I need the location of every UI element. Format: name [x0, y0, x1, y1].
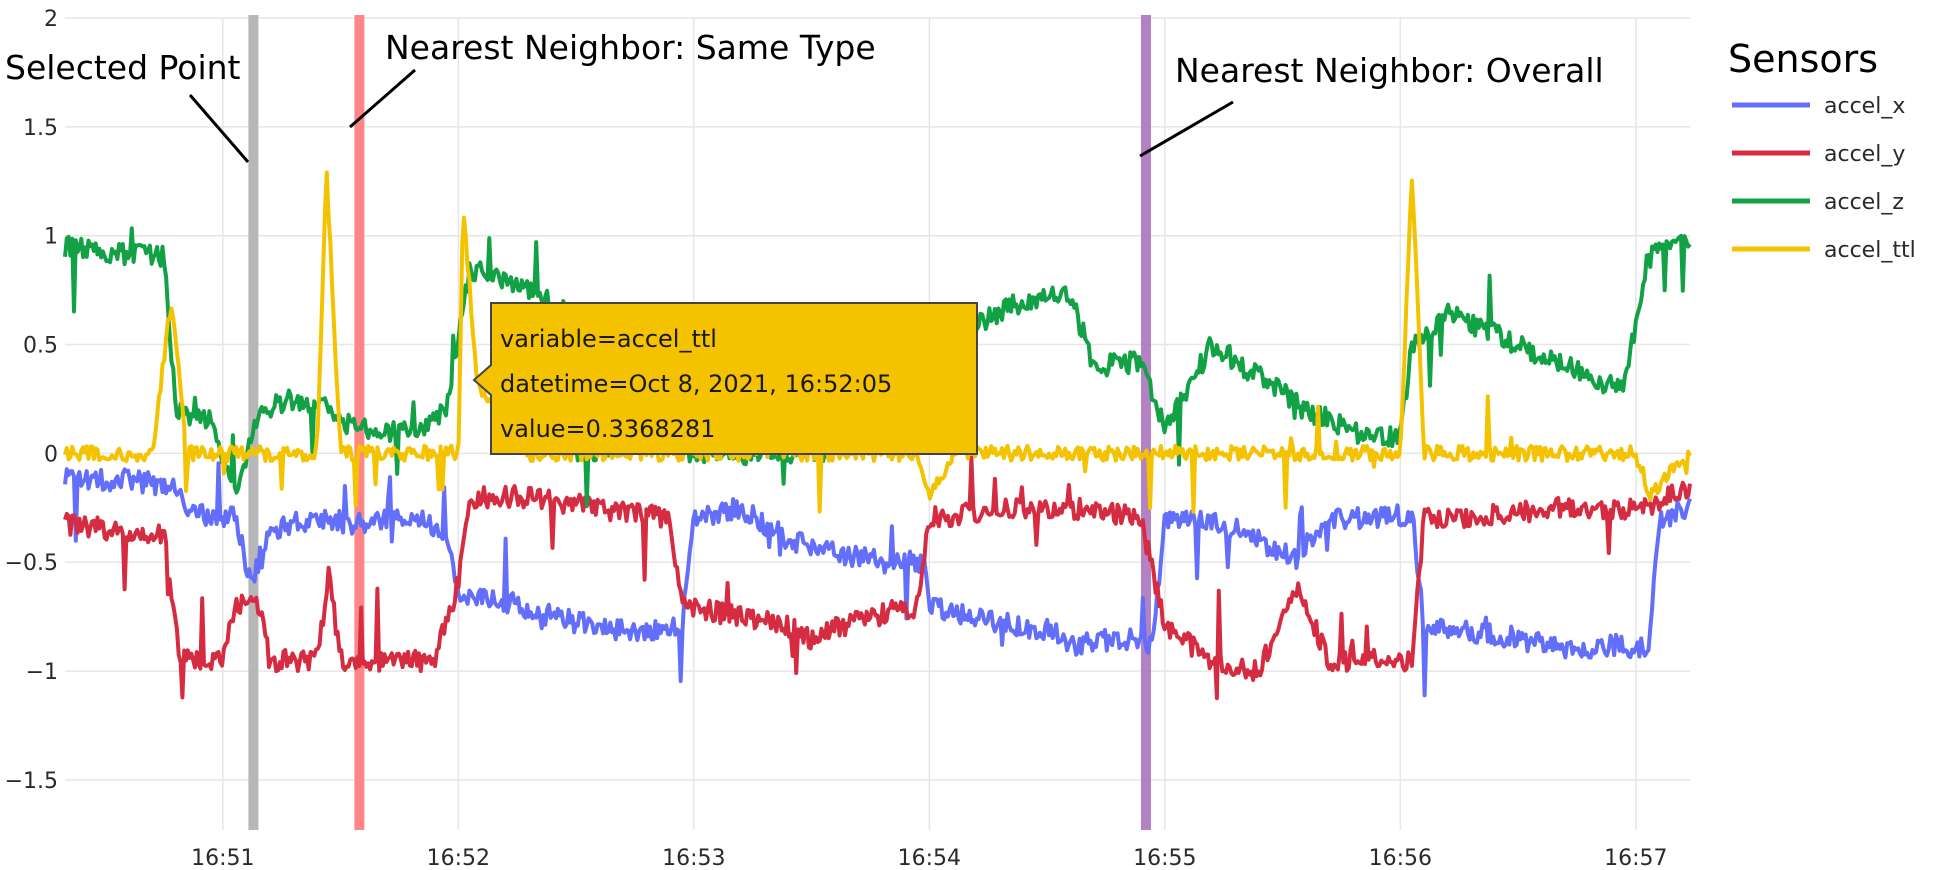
series-line-accel_y — [63, 455, 1692, 701]
legend-label-accel_z: accel_z — [1824, 190, 1904, 215]
y-axis-ticks: 2 1.5 1 0.5 0 −0.5 −1 −1.5 — [5, 7, 58, 794]
y-tick-label: −1 — [26, 660, 58, 685]
y-tick-label: 1.5 — [23, 116, 58, 141]
y-tick-label: 0.5 — [23, 334, 58, 359]
highlight-band — [1140, 15, 1151, 830]
highlight-band — [354, 15, 365, 830]
annotation-arrow — [1139, 100, 1234, 158]
y-tick-label: −1.5 — [5, 769, 58, 794]
x-tick-label: 16:53 — [662, 846, 725, 870]
y-tick-label: 1 — [44, 225, 58, 250]
legend: Sensors accel_x accel_y accel_z accel_ttl — [1728, 37, 1916, 263]
annotation-label: Nearest Neighbor: Overall — [1175, 51, 1604, 90]
tooltip-line: variable=accel_ttl — [500, 325, 717, 353]
annotation-label: Selected Point — [5, 48, 241, 87]
annotation-arrow — [188, 94, 250, 163]
x-axis-ticks: 16:51 16:52 16:53 16:54 16:55 16:56 16:57 — [191, 846, 1667, 870]
annotation-label: Nearest Neighbor: Same Type — [385, 28, 876, 67]
legend-label-accel_x: accel_x — [1824, 94, 1905, 119]
annotations: Selected Point Nearest Neighbor: Same Typ… — [5, 28, 1604, 163]
x-tick-label: 16:57 — [1604, 846, 1667, 870]
hover-tooltip: variable=accel_ttl datetime=Oct 8, 2021, … — [472, 302, 978, 455]
x-tick-label: 16:55 — [1133, 846, 1196, 870]
y-tick-label: −0.5 — [5, 551, 58, 576]
legend-title: Sensors — [1728, 37, 1878, 81]
annotation-arrow — [349, 68, 416, 129]
tooltip-box — [472, 302, 978, 455]
x-tick-label: 16:54 — [898, 846, 961, 870]
y-tick-label: 2 — [44, 7, 58, 32]
y-tick-label: 0 — [44, 442, 58, 467]
tooltip-line: value=0.3368281 — [500, 415, 715, 443]
x-tick-label: 16:52 — [427, 846, 490, 870]
x-tick-label: 16:51 — [191, 846, 254, 870]
legend-label-accel_y: accel_y — [1824, 142, 1905, 167]
legend-label-accel_ttl: accel_ttl — [1824, 238, 1916, 263]
tooltip-line: datetime=Oct 8, 2021, 16:52:05 — [500, 370, 892, 398]
x-tick-label: 16:56 — [1369, 846, 1432, 870]
